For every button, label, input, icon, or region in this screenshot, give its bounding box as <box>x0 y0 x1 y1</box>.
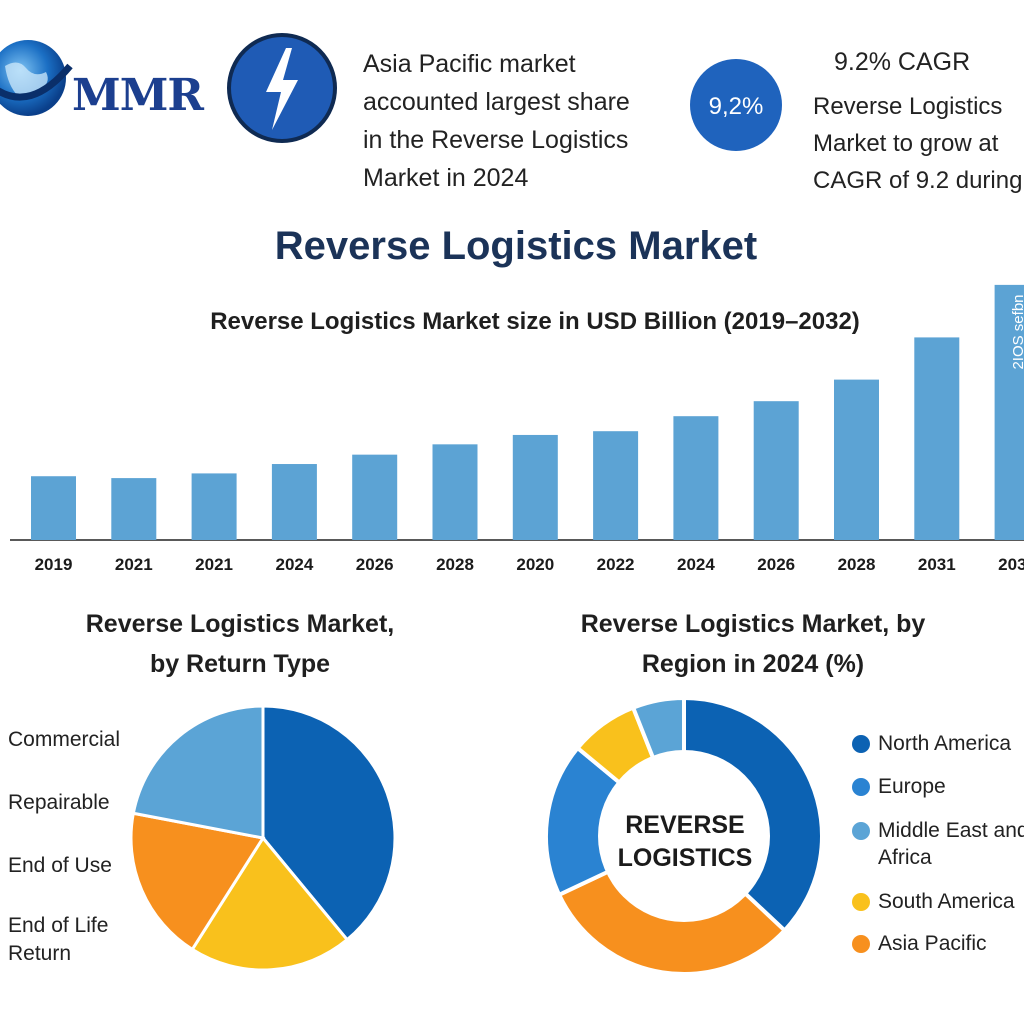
info1-line: Asia Pacific market <box>363 50 576 78</box>
legend-item-asia-pacific: Asia Pacific <box>852 930 987 957</box>
pie-label-end-of-use: End of Use <box>8 854 112 877</box>
bar-11 <box>914 337 960 540</box>
x-tick-label: 2032 <box>998 555 1024 574</box>
asia-pacific-info: Asia Pacific market accounted largest sh… <box>363 45 683 197</box>
donut-center-line: REVERSE <box>625 811 744 839</box>
info1-line: accounted largest share <box>363 88 630 116</box>
bar-12 <box>994 284 1024 540</box>
mmr-globe-logo <box>0 40 73 116</box>
region-title: Reverse Logistics Market, by Region in 2… <box>548 604 958 684</box>
legend-dot <box>852 735 870 753</box>
legend-label: Europe <box>878 775 946 798</box>
pie-slice-lightblue-slice <box>131 704 265 840</box>
x-tick-label: 2024 <box>677 555 715 574</box>
bar-9 <box>753 401 799 540</box>
info2-line: CAGR of 9.2 during <box>813 167 1023 194</box>
logo-text: MMR <box>72 70 204 121</box>
legend-item-north-america: North America <box>852 730 1011 757</box>
market-size-bar-chart: 2019 2021 2021 2024 2026 2028 2020 2022 2024 2026… <box>10 284 1024 574</box>
x-tick-label: 2021 <box>115 555 153 574</box>
donut-hole <box>598 750 770 922</box>
cagr-badge: 9,2% <box>690 59 782 151</box>
legend-item-mea: Middle East and Africa <box>852 817 1024 871</box>
legend-label: North America <box>878 732 1012 755</box>
bar-7 <box>593 431 639 540</box>
legend-dot <box>852 822 870 840</box>
pie-label-end-of-life-return: End of Life Return <box>8 914 109 965</box>
pie-label-repairable: Repairable <box>8 791 110 814</box>
return-type-title: Reverse Logistics Market, by Return Type <box>40 604 440 684</box>
legend-dot <box>852 893 870 911</box>
bar-4 <box>352 454 398 540</box>
donut-center-line: LOGISTICS <box>618 844 753 872</box>
info1-line: Market in 2024 <box>363 164 529 192</box>
info2-line: Reverse Logistics <box>813 93 1003 120</box>
region-title-line: Region in 2024 (%) <box>641 650 865 678</box>
legend-label: Asia Pacific <box>878 932 987 955</box>
region-title-line: Reverse Logistics Market, by <box>580 610 926 638</box>
legend-item-south-america: South America <box>852 888 1015 915</box>
info2-line: Market to grow at <box>813 130 999 157</box>
x-tick-label: 2028 <box>838 555 876 574</box>
x-tick-label: 2020 <box>516 555 554 574</box>
legend-dot <box>852 778 870 796</box>
cagr-badge-text: 9,2% <box>709 93 764 120</box>
return-type-title-line: Reverse Logistics Market, <box>85 610 395 638</box>
x-tick-label: 2028 <box>436 555 474 574</box>
bar-2 <box>191 473 237 540</box>
bar-6 <box>512 434 558 540</box>
x-tick-label: 2021 <box>195 555 233 574</box>
bar-annotation: 2IOS sefbn <box>1010 294 1024 369</box>
bar-chart-title: Reverse Logistics Market size in USD Bil… <box>210 308 860 335</box>
x-tick-label: 2024 <box>275 555 313 574</box>
return-type-pie-chart <box>129 704 397 972</box>
bar-8 <box>673 416 719 540</box>
x-tick-label: 2026 <box>757 555 795 574</box>
cagr-info: Reverse Logistics Market to grow at CAGR… <box>813 88 1024 199</box>
legend-label: South America <box>878 890 1015 913</box>
x-tick-label: 2022 <box>597 555 635 574</box>
bar-5 <box>432 444 478 540</box>
pie-slice-blue-slice <box>261 704 397 942</box>
pie-slice-orange-slice <box>129 811 266 952</box>
bar-1 <box>111 478 157 540</box>
lightning-bolt-icon <box>227 33 337 143</box>
legend-label-cont: Africa <box>878 846 932 869</box>
bar-10 <box>834 379 879 540</box>
x-tick-label: 2031 <box>918 555 956 574</box>
bar-3 <box>271 464 317 540</box>
x-tick-label: 2019 <box>35 555 73 574</box>
info1-line: in the Reverse Logistics <box>363 126 629 154</box>
cagr-title: 9.2% CAGR <box>834 48 971 76</box>
legend-dot <box>852 935 870 953</box>
pie-slice-yellow-slice <box>190 835 350 972</box>
legend-item-europe: Europe <box>852 773 946 800</box>
bar-0 <box>31 476 76 540</box>
region-donut-chart: REVERSE LOGISTICS <box>544 695 824 976</box>
legend-label: Middle East and <box>878 819 1024 842</box>
page-title: Reverse Logistics Market <box>274 224 758 268</box>
pie-label-commercial: Commercial <box>8 728 121 751</box>
x-tick-label: 2026 <box>356 555 394 574</box>
return-type-title-line: by Return Type <box>149 650 331 678</box>
